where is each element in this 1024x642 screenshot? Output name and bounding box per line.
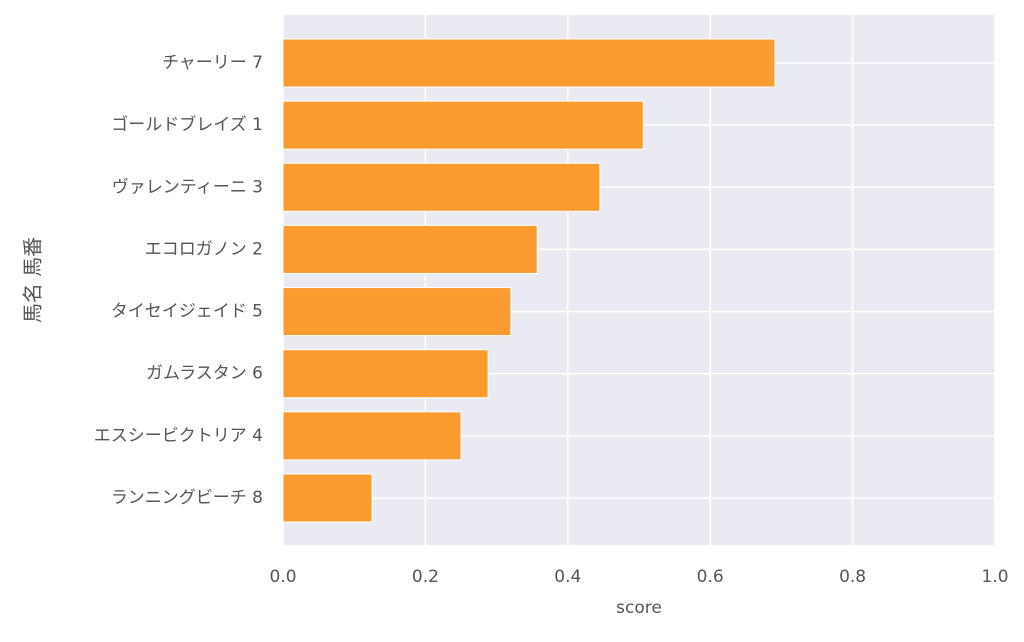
y-tick-label: エコロガノン 2	[145, 239, 263, 259]
bar	[282, 100, 644, 150]
bar	[282, 349, 489, 399]
x-tick-label: 0.6	[697, 567, 724, 587]
x-tick-label: 1.0	[981, 567, 1008, 587]
x-tick-label: 0.0	[269, 567, 296, 587]
y-tick-label: ゴールドブレイズ 1	[111, 114, 263, 135]
plot-area	[283, 15, 995, 545]
y-tick-label: チャーリー 7	[162, 53, 263, 73]
x-axis-label: score	[616, 598, 662, 618]
x-tick-label: 0.4	[554, 567, 581, 587]
y-tick-label: タイセイジェイド 5	[111, 302, 263, 322]
y-tick-label: ランニングビーチ 8	[111, 488, 263, 508]
y-tick-label: エスシービクトリア 4	[94, 426, 263, 446]
bar	[282, 38, 776, 88]
bar	[282, 287, 512, 337]
bar	[282, 224, 538, 274]
y-axis-label: 馬名 馬番	[21, 237, 45, 323]
y-tick-label: ガムラスタン 6	[146, 364, 263, 384]
bar	[282, 411, 462, 461]
bar	[282, 162, 601, 212]
y-tick-label: ヴァレンティーニ 3	[112, 177, 263, 197]
x-tick-label: 0.8	[839, 567, 866, 587]
x-tick-label: 0.2	[412, 567, 439, 587]
bar	[282, 473, 373, 523]
